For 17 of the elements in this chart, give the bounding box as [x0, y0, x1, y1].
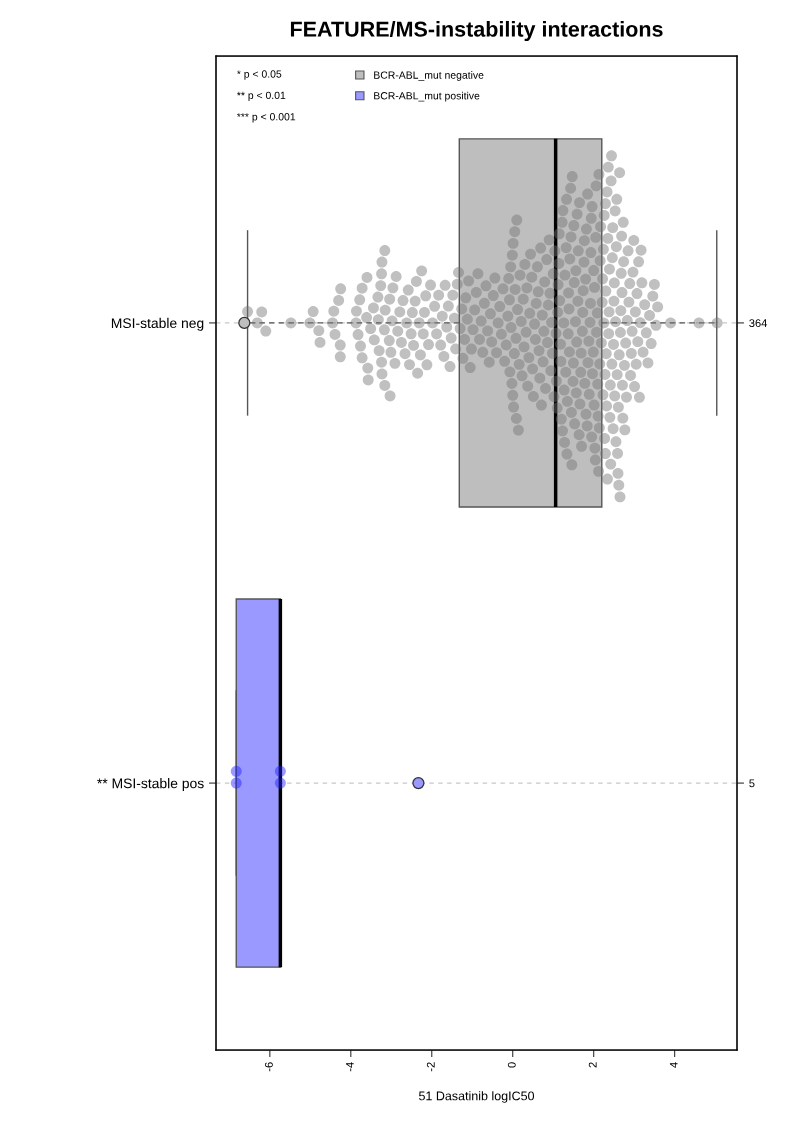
- y-tick-label: ** MSI-stable pos: [97, 778, 204, 792]
- annotation: * p < 0.05: [237, 70, 282, 80]
- y2-tick-label: 5: [749, 779, 755, 788]
- x-tick-label: 2: [588, 1062, 597, 1068]
- annotation: *** p < 0.001: [237, 113, 296, 123]
- y2-tick-label: 364: [749, 319, 768, 328]
- x-tick-label: -4: [346, 1062, 354, 1072]
- y-tick-label: MSI-stable neg: [111, 317, 204, 331]
- x-tick-label: -6: [264, 1062, 273, 1072]
- x-tick-label: 0: [507, 1062, 516, 1068]
- x-axis-title: 51 Dasatinib logIC50: [418, 1091, 535, 1103]
- chart-title: FEATURE/MS-instability interactions: [290, 20, 663, 42]
- x-tick-label: 4: [669, 1062, 678, 1068]
- annotation: ** p < 0.01: [237, 91, 286, 102]
- legend-label: BCR-ABL_mut negative: [374, 71, 484, 81]
- legend-label: BCR-ABL_mut positive: [374, 91, 480, 102]
- x-tick-label: -2: [426, 1062, 435, 1072]
